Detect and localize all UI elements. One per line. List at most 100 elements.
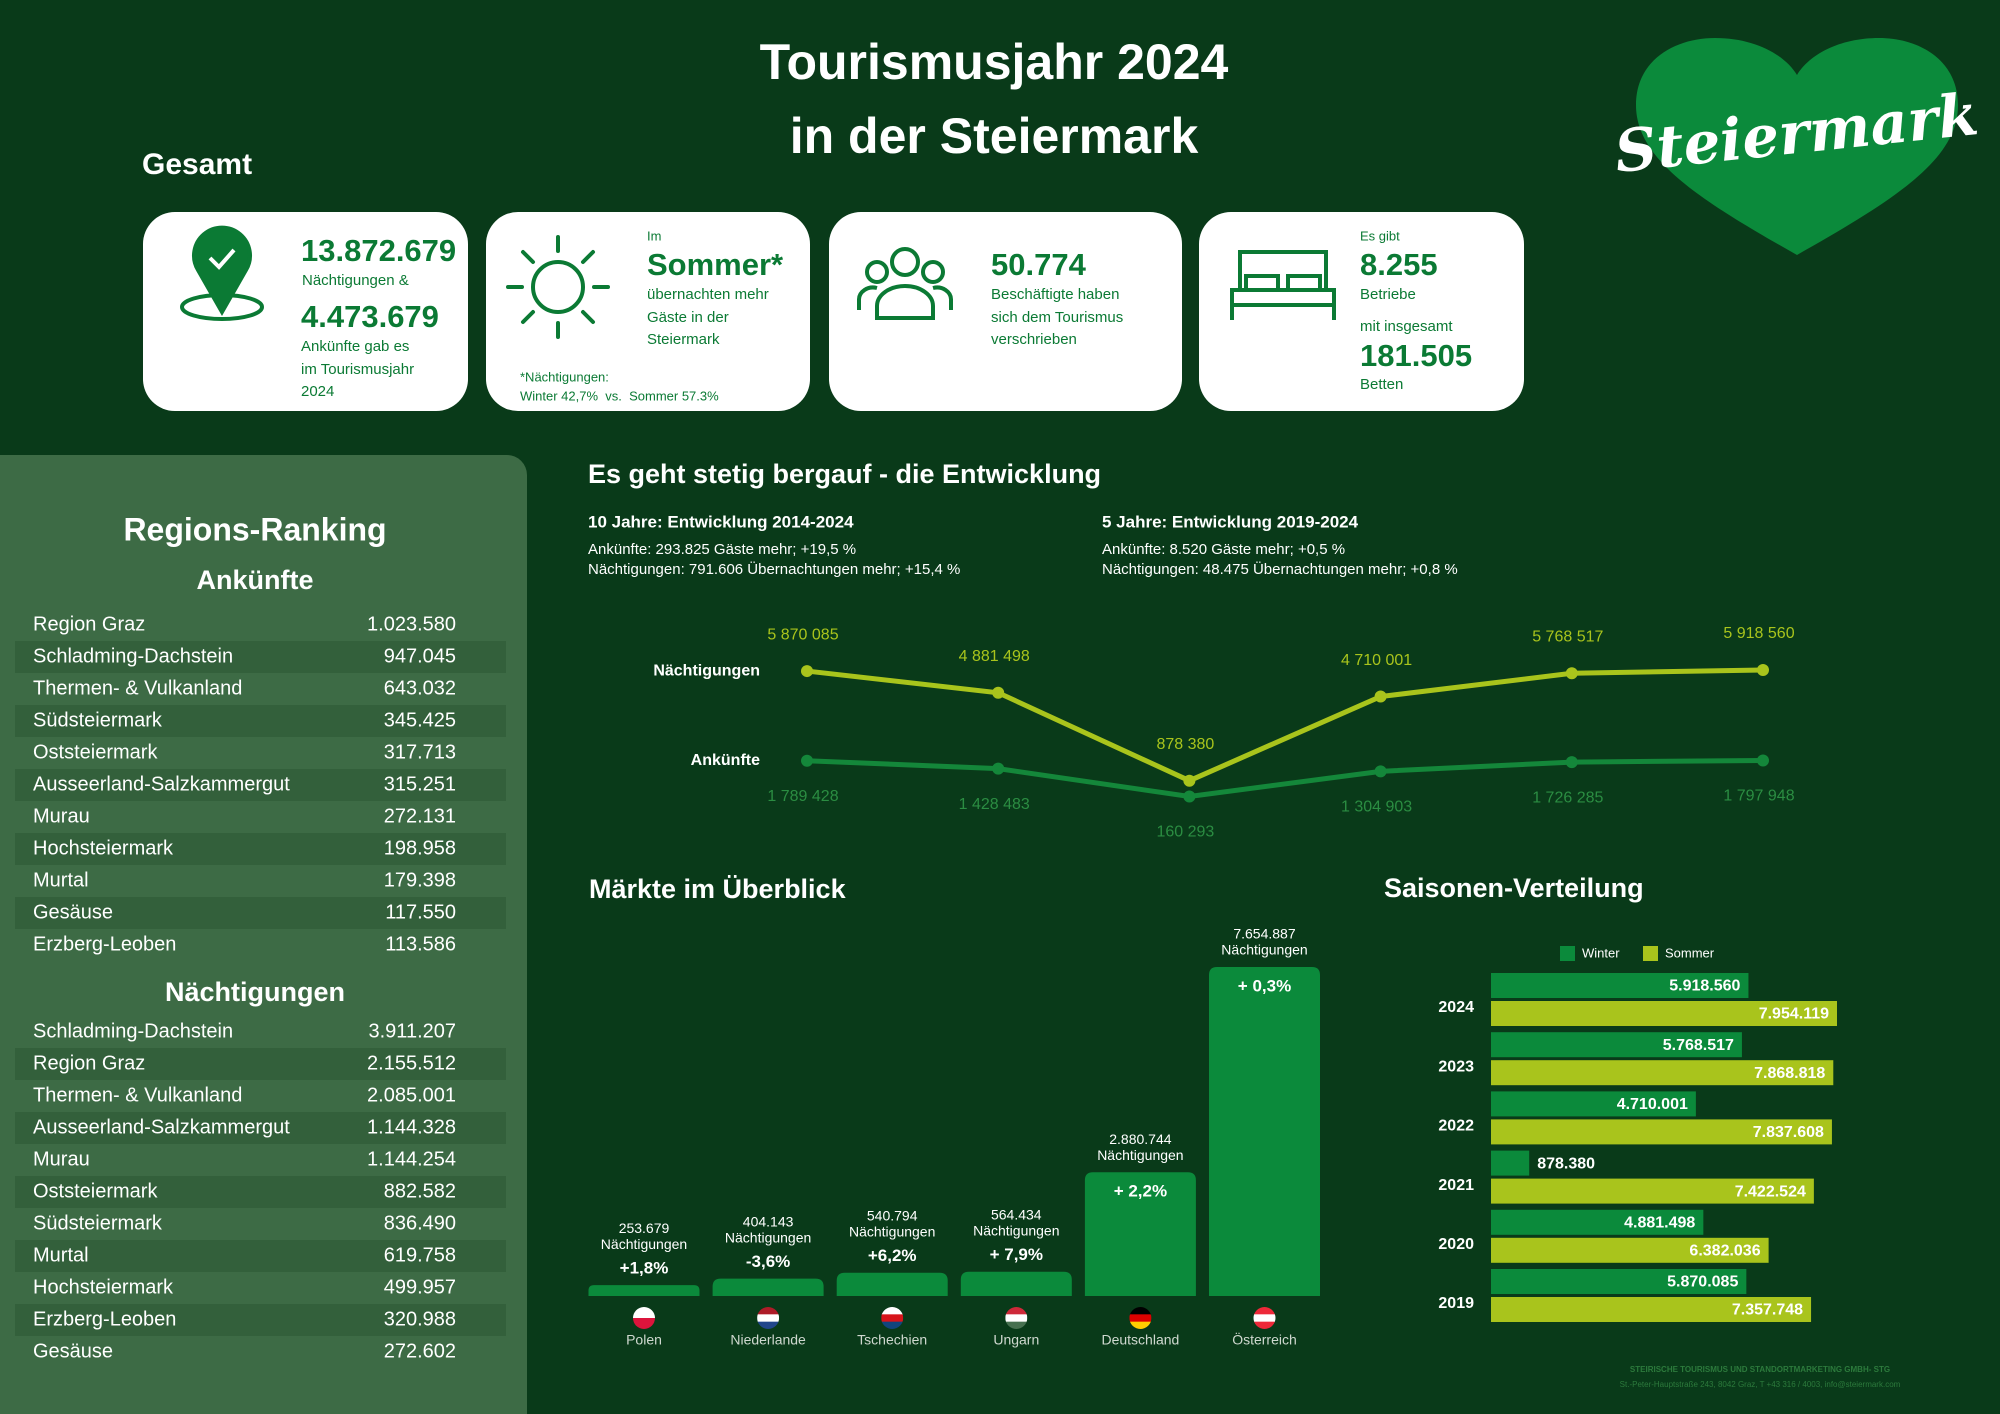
value-label: 7.357.748 <box>1732 1302 1803 1319</box>
region-name: Hochsteiermark <box>33 837 174 859</box>
value-label: 5.918.560 <box>1669 978 1740 995</box>
point <box>801 665 813 678</box>
bar <box>1084 1172 1196 1296</box>
region-name: Thermen- & Vulkanland <box>33 677 242 699</box>
value-label: 564.434 <box>991 1206 1042 1222</box>
value-label: 878.380 <box>1537 1155 1595 1172</box>
point <box>992 686 1005 699</box>
change-label: -3,6% <box>746 1252 790 1271</box>
legend-label: Winter <box>1582 945 1620 960</box>
region-name: Südsteiermark <box>33 1212 163 1234</box>
region-value: 1.144.328 <box>367 1116 456 1138</box>
region-name: Region Graz <box>33 613 145 635</box>
unit-label: Nächtigungen <box>725 1229 811 1245</box>
bar <box>1491 1032 1742 1058</box>
series-label: Nächtigungen <box>653 662 760 679</box>
region-name: Murau <box>33 1148 90 1170</box>
flag-stripe <box>1005 1314 1028 1323</box>
card-text: Beschäftigte haben <box>991 286 1119 303</box>
point <box>801 754 813 767</box>
people-icon <box>890 247 920 277</box>
card-text: Ankünfte gab es <box>301 338 409 355</box>
region-name: Thermen- & Vulkanland <box>33 1084 242 1106</box>
bar <box>1491 1269 1747 1294</box>
region-name: Schladming-Dachstein <box>33 645 233 667</box>
bar <box>712 1278 824 1296</box>
unit-label: Nächtigungen <box>973 1222 1059 1238</box>
card-value: Sommer* <box>647 247 784 282</box>
bar <box>1491 1001 1837 1026</box>
region-value: 836.490 <box>384 1212 456 1234</box>
flag-stripe <box>757 1307 780 1315</box>
cards: 13.872.679 Nächtigungen & 4.473.679 Ankü… <box>143 212 1524 411</box>
data-label: 5 918 560 <box>1723 625 1794 642</box>
row-stripe <box>15 641 506 673</box>
region-value: 1.144.254 <box>367 1148 456 1170</box>
section-title: Gesamt <box>142 148 252 181</box>
bar <box>588 1285 700 1296</box>
flag-stripe <box>1253 1321 1276 1329</box>
region-value: 643.032 <box>384 677 456 699</box>
bar <box>1491 1297 1812 1322</box>
bar <box>1491 1209 1704 1235</box>
category-label: 2021 <box>1438 1177 1474 1194</box>
change-label: + 0,3% <box>1238 976 1291 995</box>
value-label: 2.880.744 <box>1109 1131 1171 1147</box>
region-value: 320.988 <box>384 1308 456 1330</box>
card-text: verschrieben <box>991 331 1077 348</box>
point <box>1757 664 1769 676</box>
flag-stripe <box>1129 1321 1152 1329</box>
value-label: 7.868.818 <box>1754 1065 1825 1082</box>
unit-label: Nächtigungen <box>849 1223 935 1239</box>
data-label: 878 380 <box>1156 736 1214 753</box>
card-value: 4.473.679 <box>301 299 439 334</box>
sun-icon <box>531 260 585 314</box>
region-name: Oststeiermark <box>33 741 158 763</box>
row-stripe <box>15 1240 506 1272</box>
footer: St.-Peter-Hauptstraße 243, 8042 Graz, T … <box>1620 1380 1901 1389</box>
value-label: 5.870.085 <box>1667 1274 1738 1291</box>
value-label: 6.382.036 <box>1689 1243 1760 1260</box>
region-value: 272.131 <box>384 805 456 827</box>
card-text: Betriebe <box>1360 286 1416 303</box>
region-value: 113.586 <box>385 933 456 955</box>
line <box>806 758 1764 800</box>
point <box>992 762 1005 775</box>
period-text: Ankünfte: 8.520 Gäste mehr; +0,5 % <box>1102 541 1345 558</box>
icons <box>180 225 1336 339</box>
row-stripe <box>15 1176 506 1208</box>
data-label: 160 293 <box>1156 824 1214 841</box>
people-icon <box>857 284 953 320</box>
footer: STEIRISCHE TOURISMUS UND STANDORTMARKETI… <box>1630 1365 1890 1374</box>
card-text: Betten <box>1360 376 1403 393</box>
region-value: 1.023.580 <box>367 613 456 635</box>
data-label: 4 710 001 <box>1341 652 1412 669</box>
category-label: 2024 <box>1438 999 1474 1016</box>
region-name: Oststeiermark <box>33 1180 158 1202</box>
category-label: 2022 <box>1438 1118 1474 1135</box>
point <box>1565 756 1578 769</box>
change-label: +1,8% <box>620 1259 669 1278</box>
card-text: Steiermark <box>647 331 720 348</box>
value-label: 4.710.001 <box>1617 1096 1688 1113</box>
value-label: 4.881.498 <box>1624 1215 1695 1232</box>
card-text: Nächtigungen & <box>302 272 409 289</box>
region-value: 179.398 <box>384 869 456 891</box>
value-label: 7.837.608 <box>1753 1124 1824 1141</box>
region-name: Gesäuse <box>33 1340 113 1362</box>
bar <box>1491 973 1749 998</box>
value-label: 404.143 <box>743 1213 794 1229</box>
bar <box>1491 1150 1530 1176</box>
sun-rays <box>506 235 610 339</box>
value-label: 7.954.119 <box>1759 1006 1829 1023</box>
card <box>1199 212 1524 411</box>
card-text: im Tourismusjahr <box>301 361 414 378</box>
card-text: 2024 <box>301 383 334 400</box>
point <box>1757 754 1769 767</box>
point <box>1565 667 1578 680</box>
legend-swatch <box>1560 946 1575 961</box>
card-value: 8.255 <box>1360 247 1438 282</box>
bar <box>836 1272 948 1296</box>
region-name: Ausseerland-Salzkammergut <box>33 773 290 795</box>
row-stripe <box>15 1048 506 1080</box>
